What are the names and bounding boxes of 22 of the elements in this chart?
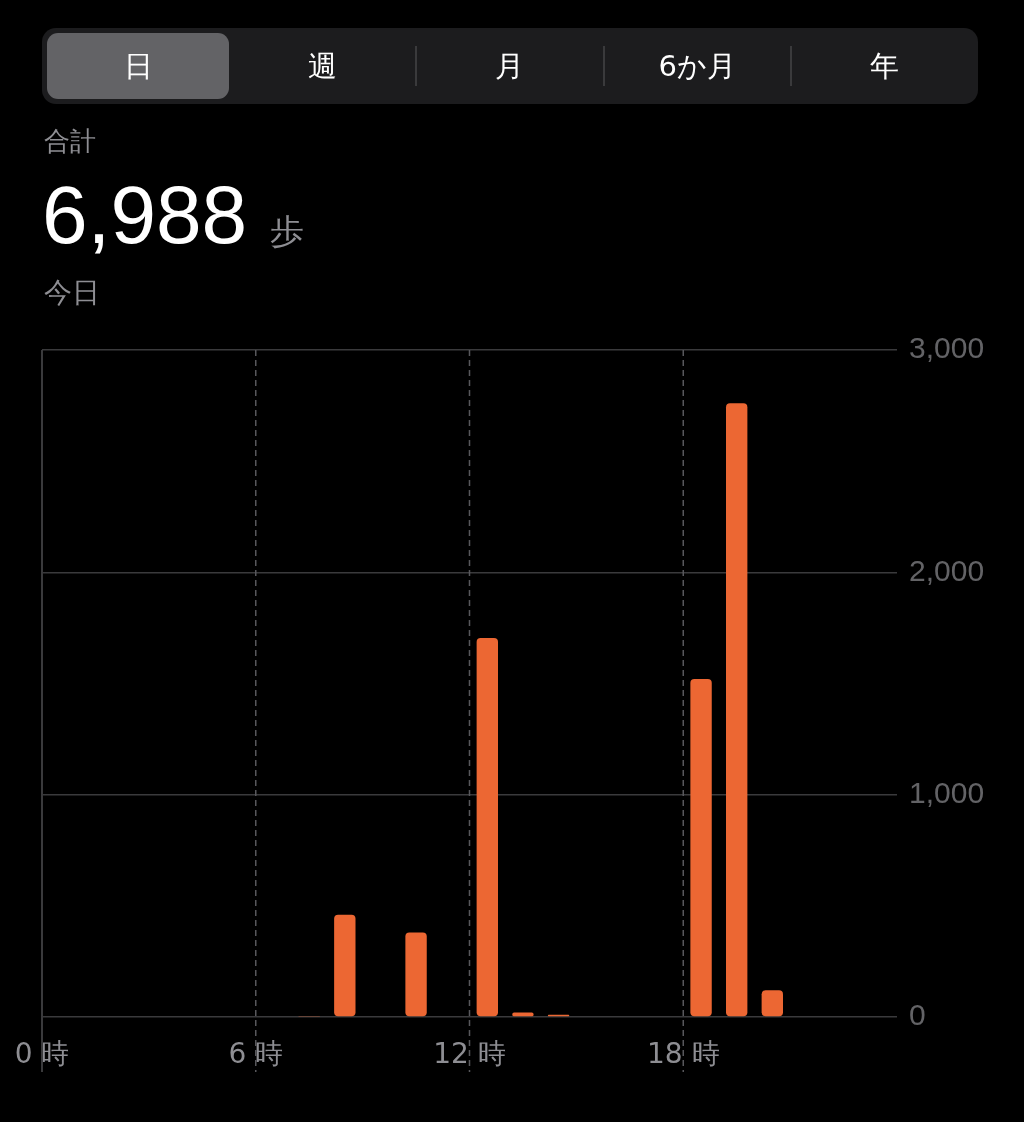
text: 週 <box>307 48 339 85</box>
y-tick-label: 1,000 <box>909 775 985 809</box>
text: 合計 <box>44 125 96 158</box>
x-tick-label: 12 時 <box>433 1037 506 1071</box>
bar <box>405 932 427 1017</box>
bar <box>726 403 748 1017</box>
bar <box>690 679 712 1017</box>
y-tick-label: 3,000 <box>909 331 985 365</box>
chart-title: 6,988 歩 <box>42 169 304 260</box>
chart-subtitle: 今日 <box>44 275 100 311</box>
x-tick-label: 6 時 <box>228 1037 284 1071</box>
x-tick-label: 18 時 <box>646 1037 720 1071</box>
text: 年 <box>868 48 900 85</box>
y-tick-label: 0 <box>909 998 926 1032</box>
x-tick-label: 0 時 <box>14 1037 70 1071</box>
text: 6か月 <box>657 48 737 85</box>
bar <box>476 637 498 1017</box>
text: 日 <box>47 33 230 99</box>
text: 月 <box>494 48 526 85</box>
bar <box>761 990 783 1017</box>
y-tick-label: 2,000 <box>909 553 985 587</box>
bar <box>334 914 356 1017</box>
